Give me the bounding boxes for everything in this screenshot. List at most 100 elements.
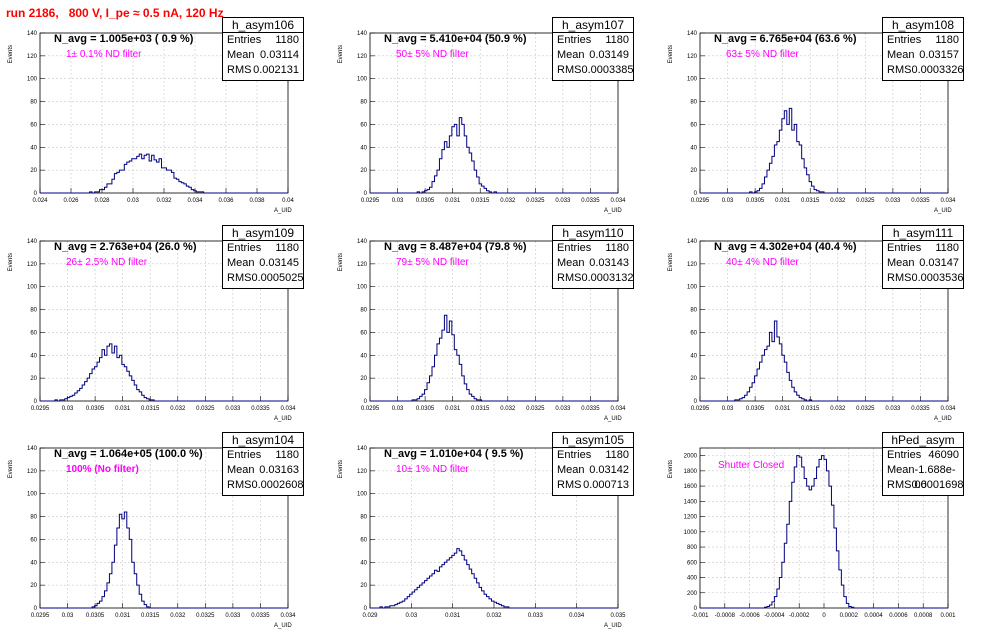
x-tick-label: 0.0305 xyxy=(86,613,105,619)
y-tick-label: 80 xyxy=(360,100,367,106)
stats-row-entries: Entries 1180 xyxy=(553,33,633,48)
x-tick-label: -0.0008 xyxy=(715,613,736,619)
y-tick-label: 100 xyxy=(687,285,698,291)
x-tick-label: 0.0315 xyxy=(141,406,160,412)
x-axis-label: A_UID xyxy=(274,416,292,422)
y-tick-label: 100 xyxy=(357,492,368,498)
run-title: run 2186, 800 V, I_pe ≈ 0.5 nA, 120 Hz xyxy=(6,6,224,20)
y-tick-label: 40 xyxy=(360,145,367,151)
y-tick-label: 80 xyxy=(30,100,37,106)
y-tick-label: 20 xyxy=(30,168,37,174)
histogram-bin xyxy=(464,560,466,608)
x-tick-label: 0.034 xyxy=(610,406,626,412)
stats-label: RMS xyxy=(887,64,912,76)
plot-frame xyxy=(699,447,949,609)
histogram-bin xyxy=(154,160,156,193)
x-tick-label: 0.0325 xyxy=(856,406,875,412)
histogram-line xyxy=(700,107,948,194)
stats-value: 0.03157 xyxy=(919,49,959,61)
stats-value: 0.03147 xyxy=(919,257,959,269)
y-axis-label: Events xyxy=(668,45,674,63)
stats-row-rms: RMS 0.0003385 xyxy=(553,63,633,78)
x-tick-label: -0.0004 xyxy=(764,613,785,619)
stats-row-rms: RMS 0.0005025 xyxy=(223,271,303,286)
y-tick-label: 20 xyxy=(360,583,367,589)
filter-annotation: 10± 1% ND filter xyxy=(396,464,469,475)
navg-label: N_avg = 1.064e+05 (100.0 %) xyxy=(54,448,203,460)
histogram-bin xyxy=(439,567,441,608)
histogram-bin xyxy=(787,124,789,193)
x-tick-label: 0.032 xyxy=(486,613,502,619)
x-tick-label: 0.034 xyxy=(280,406,296,412)
y-tick-label: 1600 xyxy=(684,484,698,490)
histogram-plot: 0.0295 0.03 0.0305 0.031 0.0315 0.032 0.0325 0.… xyxy=(8,239,296,422)
histogram-bin xyxy=(809,490,811,608)
x-tick-label: 0.0002 xyxy=(840,613,859,619)
x-tick-label: 0.031 xyxy=(775,406,791,412)
stats-label: Mean xyxy=(227,257,255,269)
histogram-bin xyxy=(777,337,779,401)
x-tick-label: 0.036 xyxy=(218,198,234,204)
y-tick-label: 120 xyxy=(687,262,698,268)
stats-row-mean: Mean 0.03145 xyxy=(223,256,303,271)
stats-value: 0.0002608 xyxy=(251,479,304,491)
y-axis-label: Events xyxy=(8,45,14,63)
x-tick-label: 0.0335 xyxy=(251,406,270,412)
histogram-bin xyxy=(454,350,456,401)
x-axis-label: A_UID xyxy=(604,208,622,214)
x-tick-label: 0.032 xyxy=(170,613,186,619)
stats-value: 0.0001698 xyxy=(911,479,964,491)
histogram-bin xyxy=(454,553,456,608)
stats-box: h_asym104 Entries 1180 Mean 0.03163 RMS 0.0002… xyxy=(222,432,304,496)
histogram-bin xyxy=(124,367,126,401)
stats-box: h_asym107 Entries 1180 Mean 0.03149 RMS 0.0003… xyxy=(552,17,634,81)
stats-value: 1180 xyxy=(275,242,299,254)
stats-row-mean: Mean 0.03147 xyxy=(883,256,963,271)
histogram-bin xyxy=(442,330,444,401)
histogram-bin xyxy=(122,519,124,608)
x-tick-label: 0.0315 xyxy=(801,198,820,204)
navg-label: N_avg = 1.005e+03 ( 0.9 %) xyxy=(54,33,194,45)
histogram-name: h_asym105 xyxy=(553,433,633,448)
y-tick-label: 0 xyxy=(34,606,38,612)
histogram-bin xyxy=(434,570,436,608)
x-tick-label: 0.0335 xyxy=(581,198,600,204)
y-tick-label: 0 xyxy=(694,399,698,405)
x-tick-label: 0.0305 xyxy=(746,198,765,204)
histogram-line xyxy=(700,320,948,402)
histogram-bin xyxy=(457,136,459,193)
histogram-bin xyxy=(427,578,429,608)
histogram-bin xyxy=(442,565,444,608)
histogram-bin xyxy=(129,161,131,193)
stats-row-entries: Entries 1180 xyxy=(883,33,963,48)
histogram-bin xyxy=(767,346,769,401)
y-tick-label: 0 xyxy=(34,399,38,405)
y-tick-label: 60 xyxy=(360,122,367,128)
stats-box: hPed_asym Entries 46090 Mean -1.688e-06 RMS 0.… xyxy=(882,432,964,496)
x-tick-label: 0.031 xyxy=(775,198,791,204)
y-tick-label: 60 xyxy=(30,122,37,128)
stats-label: Mean xyxy=(227,49,255,61)
stats-box: h_asym111 Entries 1180 Mean 0.03147 RMS 0.0003… xyxy=(882,225,964,289)
histogram-bin xyxy=(817,467,819,608)
x-axis-label: A_UID xyxy=(934,208,952,214)
histogram-bin xyxy=(452,555,454,608)
y-axis-label: Events xyxy=(8,460,14,478)
x-tick-label: 0.0325 xyxy=(196,406,215,412)
x-tick-label: 0.033 xyxy=(885,198,901,204)
histogram-bin xyxy=(469,569,471,608)
histogram-bin xyxy=(417,587,419,608)
stats-label: RMS xyxy=(887,272,912,284)
x-tick-label: 0.032 xyxy=(170,406,186,412)
y-tick-label: 40 xyxy=(30,145,37,151)
x-axis-label: A_UID xyxy=(604,416,622,422)
y-tick-label: 20 xyxy=(360,376,367,382)
x-tick-label: 0.038 xyxy=(249,198,265,204)
x-tick-label: 0 xyxy=(822,613,826,619)
y-tick-label: 60 xyxy=(30,330,37,336)
x-tick-label: 0.03 xyxy=(127,198,139,204)
y-tick-label: 140 xyxy=(357,446,368,452)
stats-value: 1180 xyxy=(605,449,629,461)
stats-row-rms: RMS 0.000713 xyxy=(553,478,633,493)
stats-row-entries: Entries 1180 xyxy=(553,448,633,463)
